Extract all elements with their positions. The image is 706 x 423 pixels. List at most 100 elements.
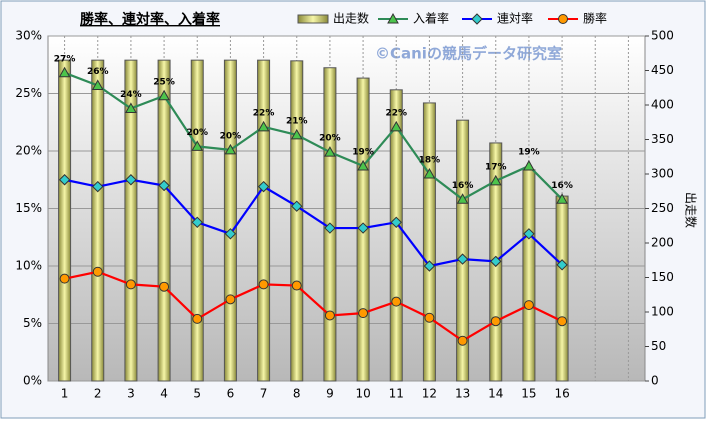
data-label: 20% (186, 128, 208, 138)
marker (457, 335, 468, 346)
x-tick-label: 3 (127, 387, 135, 401)
bar (157, 59, 171, 382)
marker (257, 180, 270, 193)
x-tick-label: 7 (260, 387, 268, 401)
x-tick-label: 13 (455, 387, 470, 401)
marker (456, 193, 469, 204)
x-tick-label: 4 (160, 387, 168, 401)
y2-tick-label: 250 (651, 201, 674, 215)
bar (522, 169, 536, 382)
marker (158, 179, 170, 192)
x-tick-label: 8 (293, 387, 301, 401)
line (64, 270, 563, 343)
line (64, 178, 563, 268)
data-label: 16% (551, 181, 573, 191)
marker (225, 294, 236, 305)
y-tick-label: 30% (15, 29, 42, 43)
marker (324, 146, 336, 157)
y-tick-label: 0% (23, 374, 42, 388)
data-label: 26% (87, 67, 109, 77)
marker (556, 193, 568, 204)
y2-tick-label: 50 (651, 339, 666, 353)
data-label: 16% (452, 181, 474, 191)
legend-swatch (297, 14, 329, 24)
legend-marker (471, 13, 483, 25)
y2-tick-label: 100 (651, 305, 674, 319)
bar (257, 59, 271, 382)
legend-label: 入着率 (413, 11, 449, 26)
marker (523, 228, 535, 240)
marker (258, 279, 269, 290)
bar (124, 59, 138, 382)
marker (523, 159, 535, 171)
data-label: 19% (352, 147, 374, 157)
marker (490, 316, 501, 327)
y2-axis-label: 出走数 (684, 192, 699, 228)
marker (125, 102, 137, 113)
bar (422, 102, 436, 382)
x-tick-label: 5 (193, 387, 201, 401)
marker (423, 167, 436, 179)
marker (423, 260, 436, 272)
marker (291, 200, 303, 212)
legend-label: 連対率 (497, 11, 533, 26)
legend-marker (387, 12, 399, 24)
watermark: ©Caniの競馬データ研究室 (375, 45, 562, 63)
marker (224, 143, 237, 155)
bar (91, 59, 105, 382)
x-tick-label: 10 (355, 387, 370, 401)
marker (257, 120, 270, 132)
data-label: 25% (153, 77, 175, 87)
y2-tick-label: 500 (651, 29, 674, 43)
x-tick-label: 1 (61, 387, 69, 401)
bar (456, 119, 470, 382)
marker (424, 312, 435, 323)
x-tick-label: 15 (521, 387, 536, 401)
marker (324, 310, 335, 321)
marker (523, 300, 534, 311)
data-label: 27% (54, 54, 76, 64)
x-tick-label: 2 (94, 387, 102, 401)
marker (159, 281, 170, 292)
y-tick-label: 15% (15, 201, 42, 215)
marker (357, 222, 369, 234)
data-label: 17% (485, 162, 507, 172)
legend-label: 出走数 (333, 11, 369, 26)
y2-tick-label: 0 (651, 374, 659, 388)
data-label: 22% (253, 108, 275, 118)
y-tick-label: 5% (23, 316, 42, 330)
legend-marker (558, 14, 568, 24)
marker (490, 255, 502, 268)
y2-tick-label: 350 (651, 132, 674, 146)
data-label: 22% (385, 108, 407, 118)
line (64, 71, 563, 201)
data-label: 18% (419, 156, 441, 166)
marker (391, 296, 402, 307)
y-tick-label: 20% (15, 144, 42, 158)
y-tick-label: 25% (15, 86, 42, 100)
legend-label: 勝率 (583, 11, 607, 26)
marker (557, 316, 568, 327)
data-label: 19% (518, 147, 540, 157)
marker (357, 159, 369, 171)
marker (92, 180, 104, 193)
data-label: 24% (120, 90, 142, 100)
data-label: 20% (319, 134, 341, 144)
marker (158, 89, 170, 101)
y2-tick-label: 150 (651, 270, 674, 284)
x-tick-label: 9 (326, 387, 334, 401)
marker (58, 174, 71, 186)
marker (390, 120, 403, 132)
x-tick-label: 6 (227, 387, 235, 401)
bar (223, 59, 237, 382)
marker (358, 308, 369, 319)
marker (91, 79, 104, 90)
y2-tick-label: 450 (651, 63, 674, 77)
marker (290, 128, 303, 140)
marker (556, 259, 568, 271)
marker (125, 279, 136, 290)
bar (58, 59, 72, 382)
x-tick-label: 12 (422, 387, 437, 401)
marker (191, 140, 204, 151)
bar (389, 89, 403, 382)
